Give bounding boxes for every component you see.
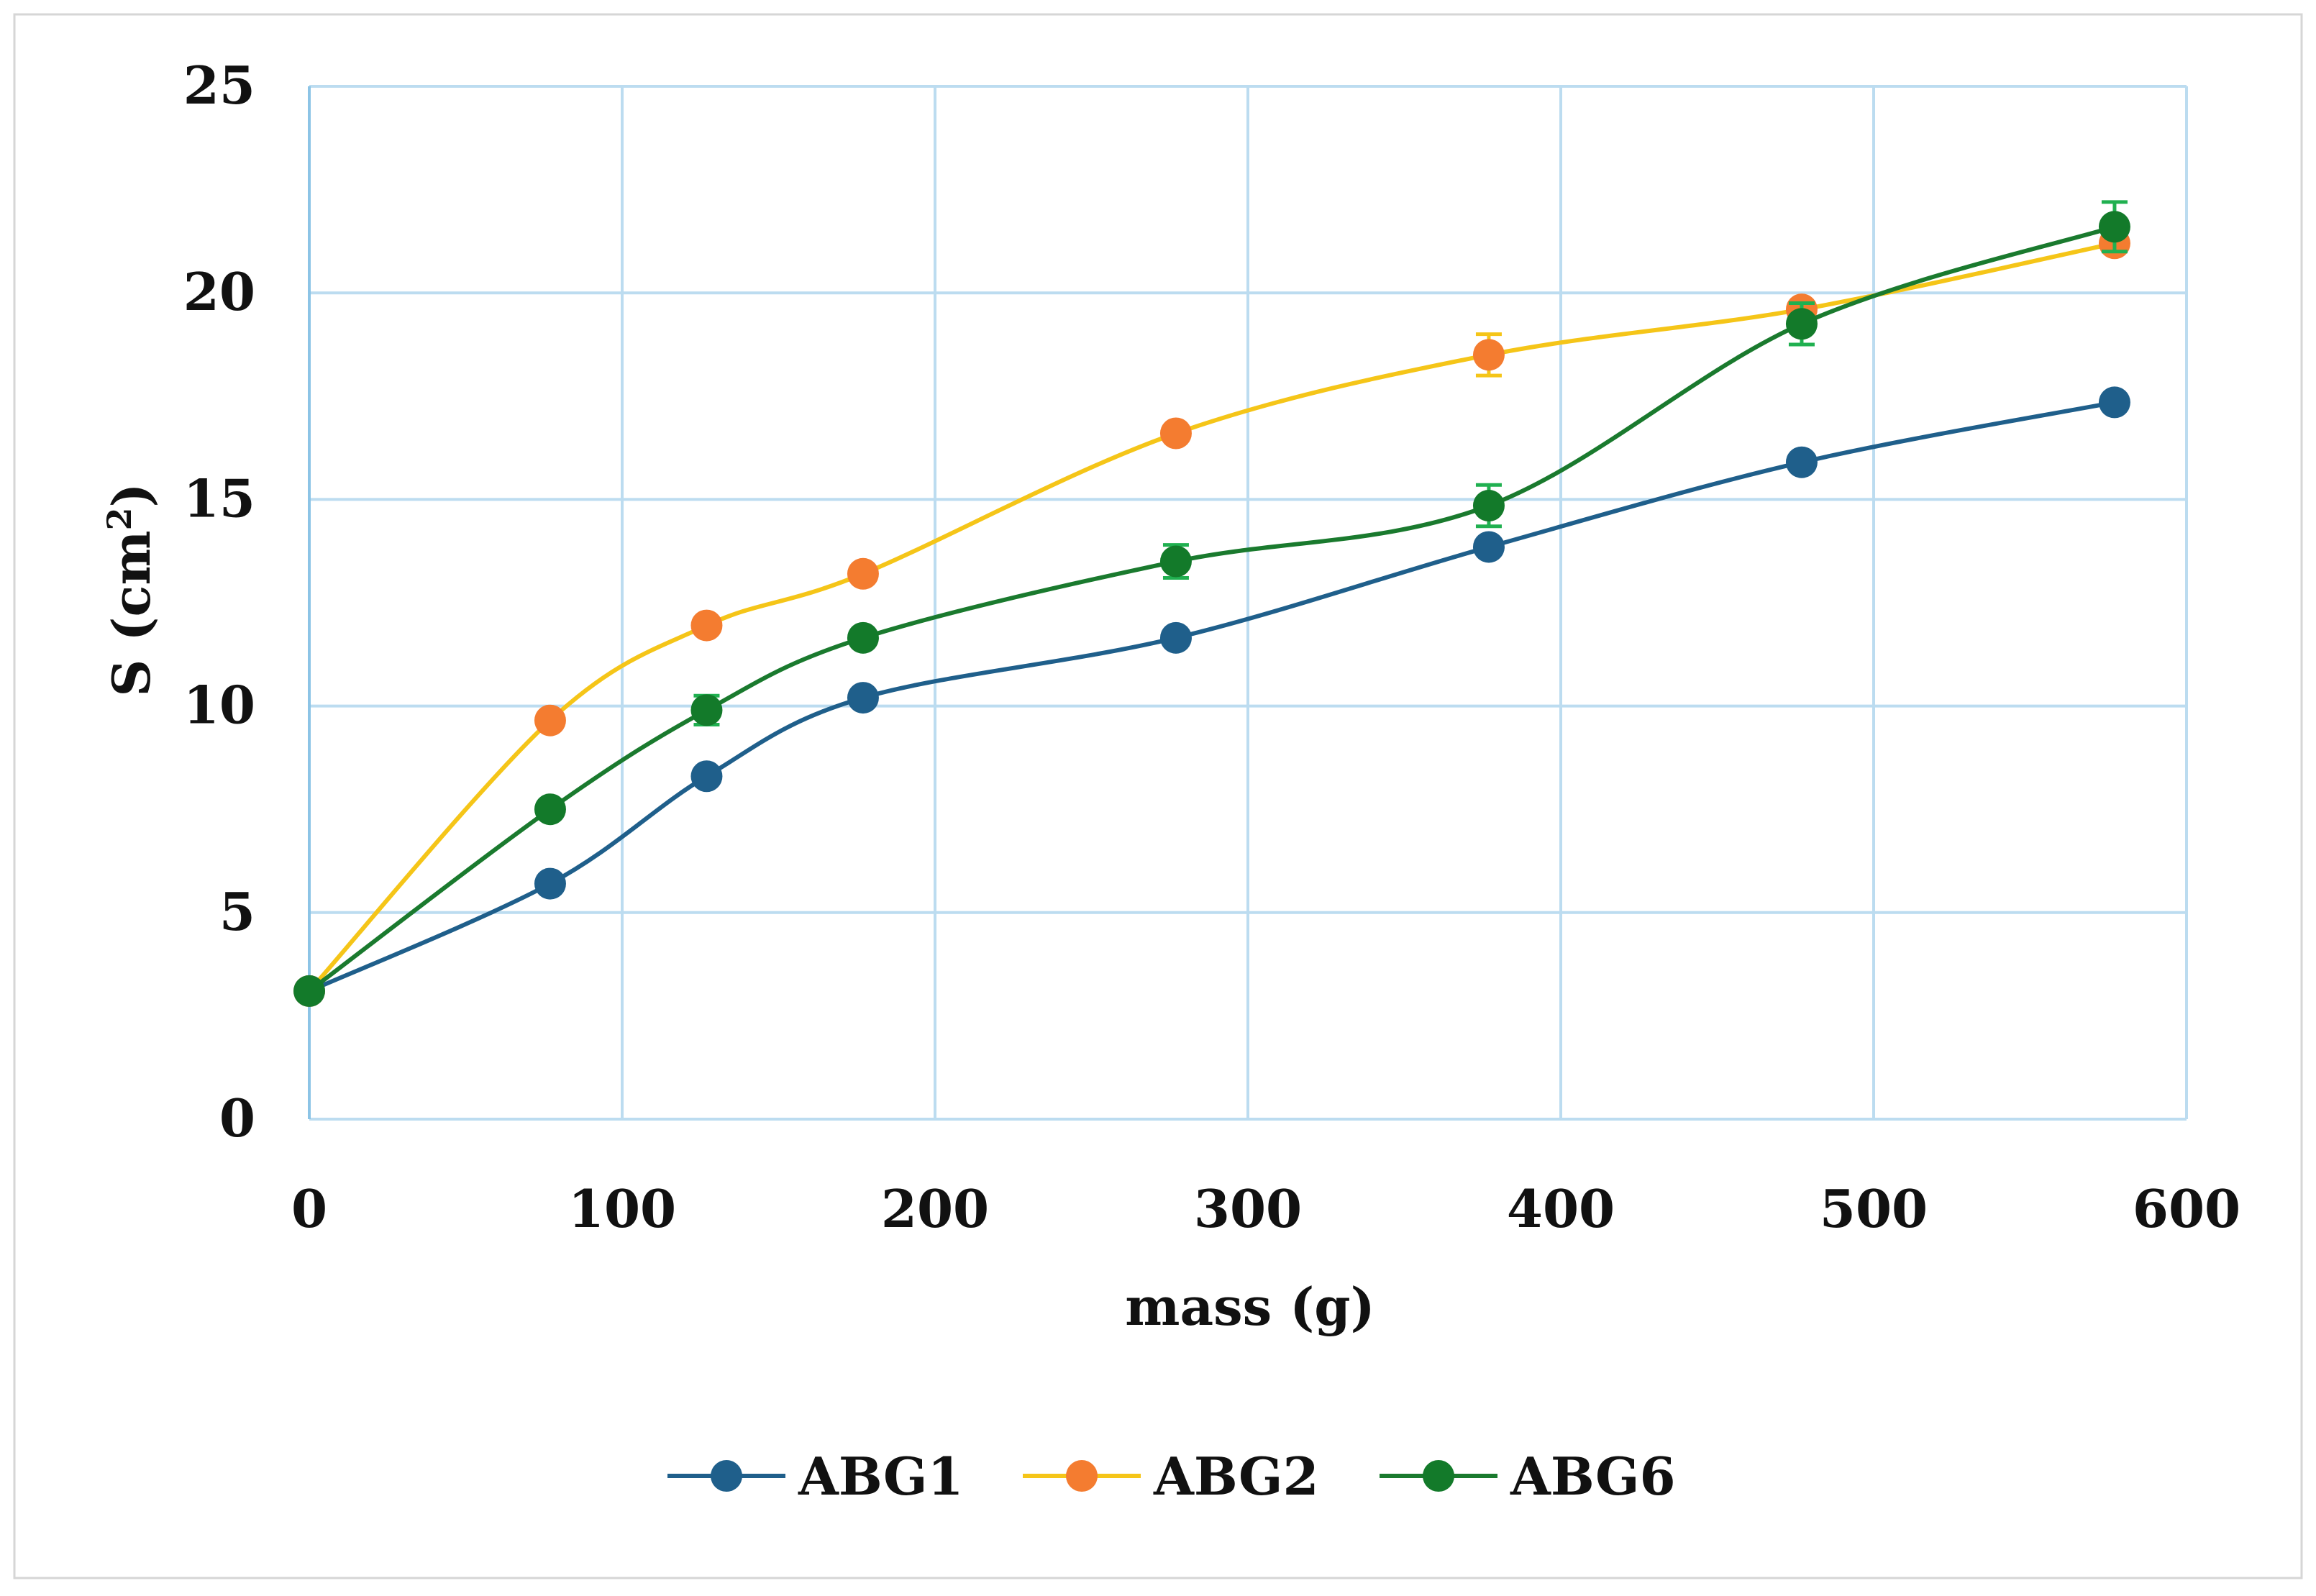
data-point <box>1159 417 1192 450</box>
legend-marker <box>1066 1460 1098 1492</box>
y-tick-label: 15 <box>183 468 255 529</box>
data-point <box>690 609 723 642</box>
data-point <box>534 793 566 826</box>
tick-labels: 0 5 10 15 20 25 0 100 200 300 400 500 600 <box>183 55 2240 1239</box>
y-tick-label: 5 <box>219 881 255 942</box>
chart-border <box>13 13 2303 1579</box>
series-group <box>293 200 2130 1007</box>
legend-marker <box>1423 1460 1454 1492</box>
data-point <box>690 694 723 726</box>
x-tick-label: 300 <box>1194 1178 1302 1239</box>
x-tick-label: 500 <box>1820 1178 1928 1239</box>
legend-label: ABG1 <box>798 1446 964 1507</box>
y-tick-label: 0 <box>219 1087 255 1149</box>
legend-label: ABG6 <box>1510 1446 1676 1507</box>
y-tick-label: 10 <box>183 675 255 736</box>
legend-item-abg6: ABG6 <box>1380 1446 1676 1507</box>
grid <box>308 85 2188 1121</box>
data-point <box>1159 545 1192 578</box>
y-axis-title-main: S (cm <box>101 530 162 696</box>
legend: ABG1 ABG2 ABG6 <box>667 1446 1676 1507</box>
x-tick-label: 600 <box>2133 1178 2240 1239</box>
series-abg6 <box>293 200 2130 1007</box>
legend-label: ABG2 <box>1153 1446 1319 1507</box>
data-point <box>534 704 566 737</box>
data-point <box>2098 211 2130 243</box>
data-point <box>293 975 325 1007</box>
data-point <box>1785 308 1818 340</box>
data-point <box>847 621 879 654</box>
y-tick-label: 25 <box>183 55 255 116</box>
legend-marker <box>711 1460 742 1492</box>
data-point <box>847 682 879 714</box>
data-point <box>534 867 566 900</box>
x-tick-label: 400 <box>1507 1178 1615 1239</box>
data-point <box>1785 446 1818 478</box>
x-axis-title: mass (g) <box>1125 1276 1374 1337</box>
x-tick-label: 100 <box>568 1178 676 1239</box>
data-point <box>1472 531 1505 563</box>
legend-item-abg1: ABG1 <box>667 1446 964 1507</box>
data-point <box>690 760 723 793</box>
y-axis-title: S (cm2) <box>100 483 162 696</box>
data-point <box>1472 490 1505 522</box>
y-axis-title-superscript: 2 <box>100 507 139 530</box>
series-line <box>308 224 2115 993</box>
x-tick-label: 0 <box>291 1178 327 1239</box>
legend-item-abg2: ABG2 <box>1023 1446 1319 1507</box>
data-point <box>847 557 879 590</box>
data-point <box>1472 339 1505 371</box>
y-tick-label: 20 <box>183 261 255 322</box>
x-tick-label: 200 <box>881 1178 989 1239</box>
data-point <box>1159 621 1192 654</box>
y-axis-title-close: ) <box>101 483 162 507</box>
data-point <box>2098 386 2130 419</box>
